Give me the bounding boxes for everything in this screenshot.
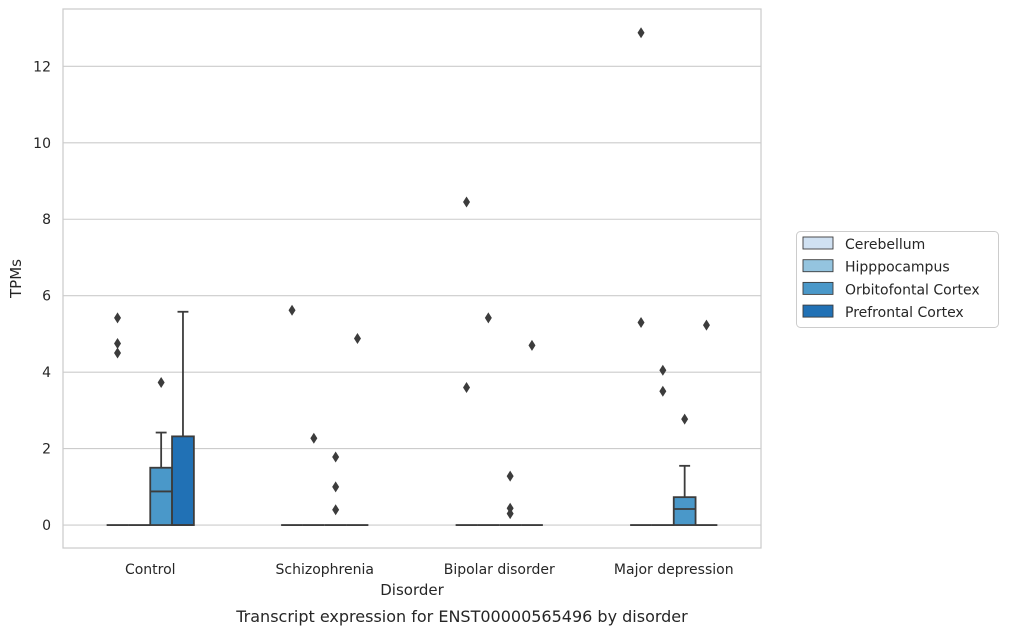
box-prefrontal-cortex: [171, 310, 195, 526]
legend-label: Hipppocampus: [845, 260, 950, 276]
outlier-point: [659, 385, 667, 397]
chart-caption: Transcript expression for ENST0000056549…: [235, 607, 688, 626]
outlier-point: [353, 333, 361, 345]
outlier-point: [506, 502, 514, 514]
x-tick-label: Control: [125, 562, 176, 578]
box-orbitofontal-cortex: [499, 470, 522, 526]
legend-label: Prefrontal Cortex: [845, 305, 964, 321]
legend-swatch: [802, 259, 834, 273]
outlier-point: [310, 432, 318, 444]
box-prefrontal-cortex: [521, 339, 543, 526]
x-tick-label: Bipolar disorder: [444, 562, 555, 578]
legend-label: Cerebellum: [845, 237, 925, 253]
y-tick-label: 0: [42, 518, 51, 534]
outlier-point: [463, 196, 471, 208]
box-prefrontal-cortex: [346, 333, 369, 526]
legend-swatch: [802, 236, 834, 250]
x-tick-labels: Control Schizophrenia Bipolar disorder Majo…: [125, 562, 734, 578]
box-hipppocampus: [651, 364, 674, 526]
y-axis-title: TPMs: [7, 259, 25, 299]
box-body: [171, 435, 195, 526]
x-tick-label: Major depression: [614, 562, 734, 578]
y-tick-label: 10: [33, 136, 51, 152]
outlier-point: [637, 316, 645, 328]
outlier-point: [637, 27, 645, 39]
outlier-point: [528, 339, 536, 351]
y-tick-label: 2: [42, 442, 51, 458]
y-tick-label: 12: [33, 59, 51, 75]
outlier-point: [484, 312, 492, 324]
box-hipppocampus: [302, 432, 325, 526]
box-groups: [106, 27, 718, 526]
y-tick-labels: 0 2 4 6 8 10 12: [33, 59, 51, 534]
legend[interactable]: Cerebellum Hipppocampus Orbitofontal Corte…: [796, 231, 999, 328]
outlier-point: [332, 504, 340, 516]
box-orbitofontal-cortex: [149, 376, 173, 526]
x-axis-title: Disorder: [380, 581, 444, 599]
box-cerebellum: [630, 27, 652, 526]
y-tick-label: 6: [42, 289, 51, 305]
box-prefrontal-cortex: [695, 319, 718, 526]
y-tick-label: 4: [42, 365, 51, 381]
outlier-point: [702, 319, 710, 331]
outlier-point: [463, 381, 471, 393]
outlier-point: [288, 304, 296, 316]
gridlines: [63, 65, 761, 526]
outlier-point: [332, 481, 340, 493]
box-cerebellum: [281, 304, 303, 526]
outlier-point: [114, 347, 122, 359]
legend-label: Orbitofontal Cortex: [845, 282, 980, 298]
outlier-point: [659, 364, 667, 376]
outlier-point: [114, 337, 122, 349]
box-body: [672, 496, 697, 526]
box-orbitofontal-cortex: [672, 413, 697, 526]
y-tick-label: 8: [42, 212, 51, 228]
plot-frame: [62, 8, 762, 549]
outlier-point: [114, 312, 122, 324]
box-cerebellum: [106, 312, 129, 526]
legend-frame: [796, 231, 999, 328]
legend-swatch: [802, 281, 834, 295]
legend-swatch: [802, 304, 834, 318]
box-hipppocampus: [477, 312, 500, 526]
outlier-point: [681, 413, 689, 425]
outlier-point: [332, 451, 340, 463]
x-tick-label: Schizophrenia: [276, 562, 374, 578]
outlier-point: [157, 376, 165, 388]
outlier-point: [506, 470, 514, 482]
box-orbitofontal-cortex: [324, 451, 347, 526]
box-cerebellum: [455, 196, 478, 526]
box-body: [149, 466, 173, 526]
